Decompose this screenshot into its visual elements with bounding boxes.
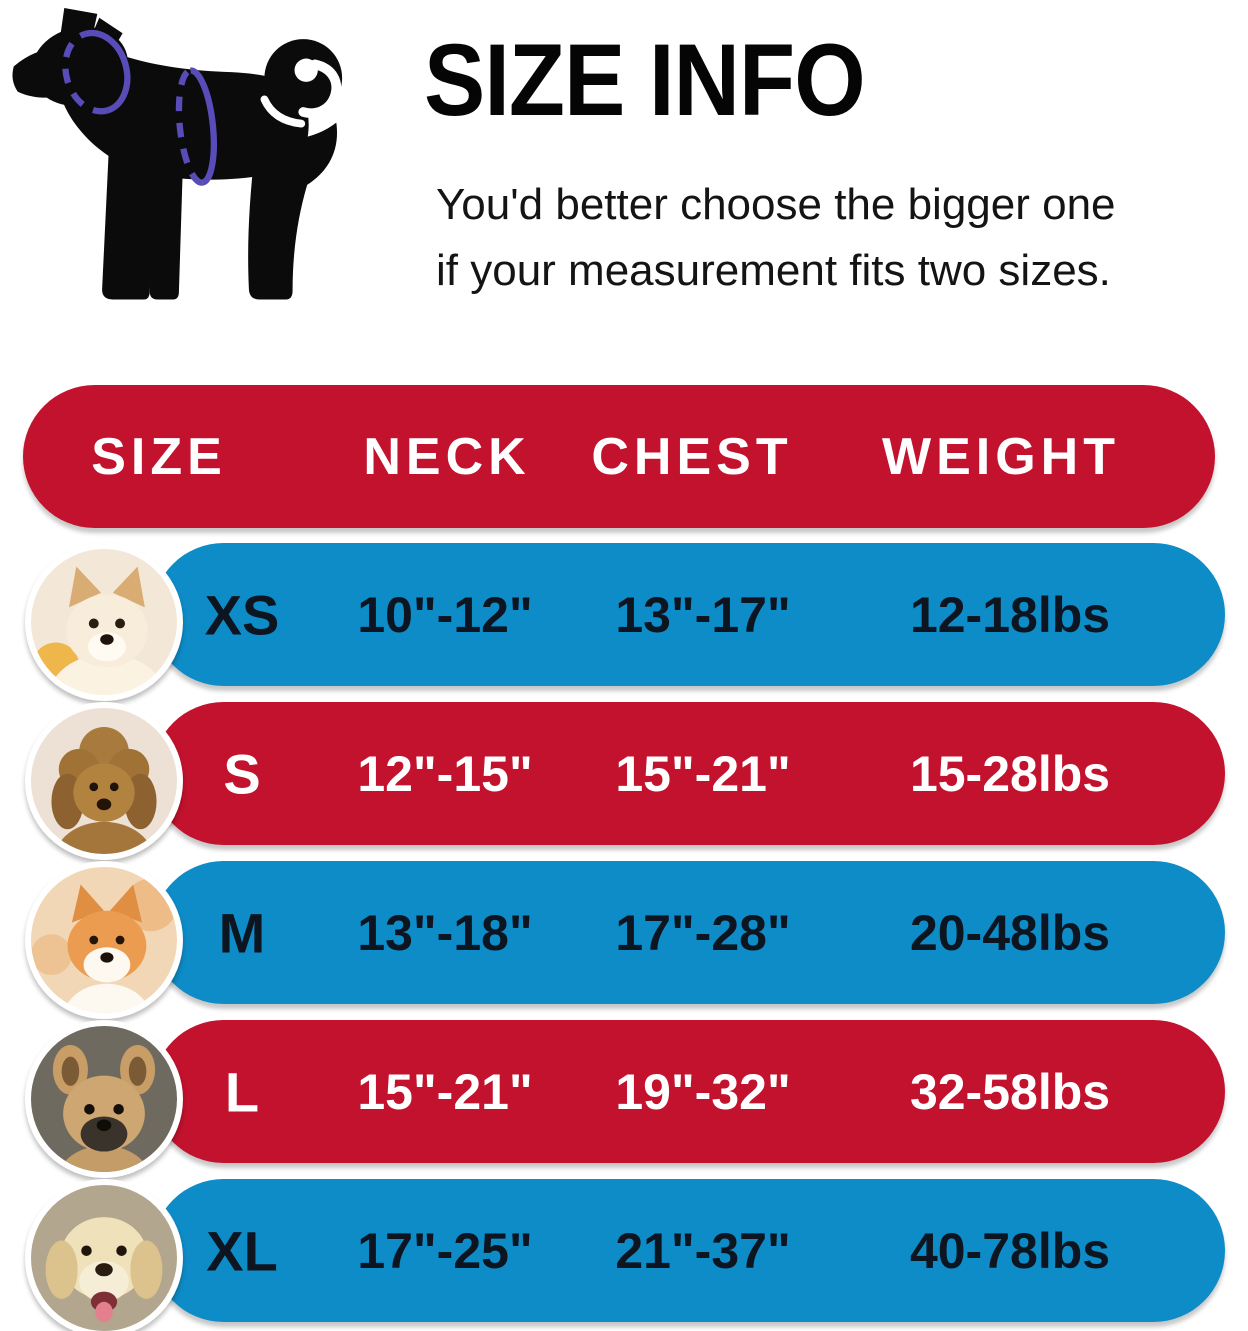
weight-value: 32-58lbs: [909, 1064, 1111, 1120]
weight-value: 20-48lbs: [909, 905, 1111, 961]
french-bulldog-icon: [52, 1044, 156, 1172]
table-row-l: L 15"-21" 19"-32" 32-58lbs: [0, 1020, 1248, 1178]
chest-value: 17"-28": [615, 905, 791, 961]
measurement-rings-icon: [62, 29, 217, 186]
size-value: L: [224, 1060, 260, 1124]
pomeranian-icon: [32, 566, 166, 695]
neck-value: 13"-18": [357, 905, 533, 961]
weight-value: 12-18lbs: [909, 587, 1111, 643]
neck-value: 15"-21": [357, 1064, 533, 1120]
poodle-icon: [51, 726, 157, 854]
labrador-icon: [45, 1217, 163, 1323]
column-header-weight: WEIGHT: [882, 427, 1120, 486]
row-band: [152, 1179, 1225, 1322]
dog-photo-pomeranian: [25, 543, 183, 701]
page-title: SIZE INFO: [424, 23, 866, 137]
subtitle-line1: You'd better choose the bigger one: [436, 180, 1116, 229]
table-row-s: S 12"-15" 15"-21" 15-28lbs: [0, 702, 1248, 860]
size-value: S: [223, 742, 261, 806]
chest-value: 19"-32": [615, 1064, 791, 1120]
dog-photo-labrador: [25, 1179, 183, 1331]
subtitle-line2: if your measurement fits two sizes.: [436, 246, 1111, 295]
table-row-xl: XL 17"-25" 21"-37" 40-78lbs: [0, 1179, 1248, 1331]
dog-photo-french-bulldog: [25, 1020, 183, 1178]
column-header-size: SIZE: [91, 427, 227, 486]
size-value: XS: [204, 583, 280, 647]
size-value: M: [218, 901, 266, 965]
weight-value: 40-78lbs: [909, 1223, 1111, 1279]
dog-photo-shiba-inu: [25, 861, 183, 1019]
row-band: [152, 543, 1225, 686]
row-band: [152, 861, 1225, 1004]
column-header-neck: NECK: [363, 427, 531, 486]
row-band: [152, 702, 1225, 845]
dog-measurement-diagram-icon: [12, 8, 343, 300]
neck-value: 10"-12": [357, 587, 533, 643]
chest-value: 13"-17": [615, 587, 791, 643]
table-row-xs: XS 10"-12" 13"-17" 12-18lbs: [0, 543, 1248, 701]
row-band: [152, 1020, 1225, 1163]
shiba-inu-icon: [31, 878, 177, 1013]
neck-value: 17"-25": [357, 1223, 533, 1279]
dog-photo-poodle: [25, 702, 183, 860]
table-row-m: M 13"-18" 17"-28" 20-48lbs: [0, 861, 1248, 1019]
column-header-chest: CHEST: [591, 427, 793, 486]
neck-value: 12"-15": [357, 746, 533, 802]
table-header-row: SIZE NECK CHEST WEIGHT: [23, 385, 1215, 528]
weight-value: 15-28lbs: [909, 746, 1111, 802]
subtitle: You'd better choose the bigger one if you…: [436, 172, 1116, 304]
size-value: XL: [206, 1219, 278, 1283]
chest-value: 15"-21": [615, 746, 791, 802]
chest-value: 21"-37": [615, 1223, 791, 1279]
